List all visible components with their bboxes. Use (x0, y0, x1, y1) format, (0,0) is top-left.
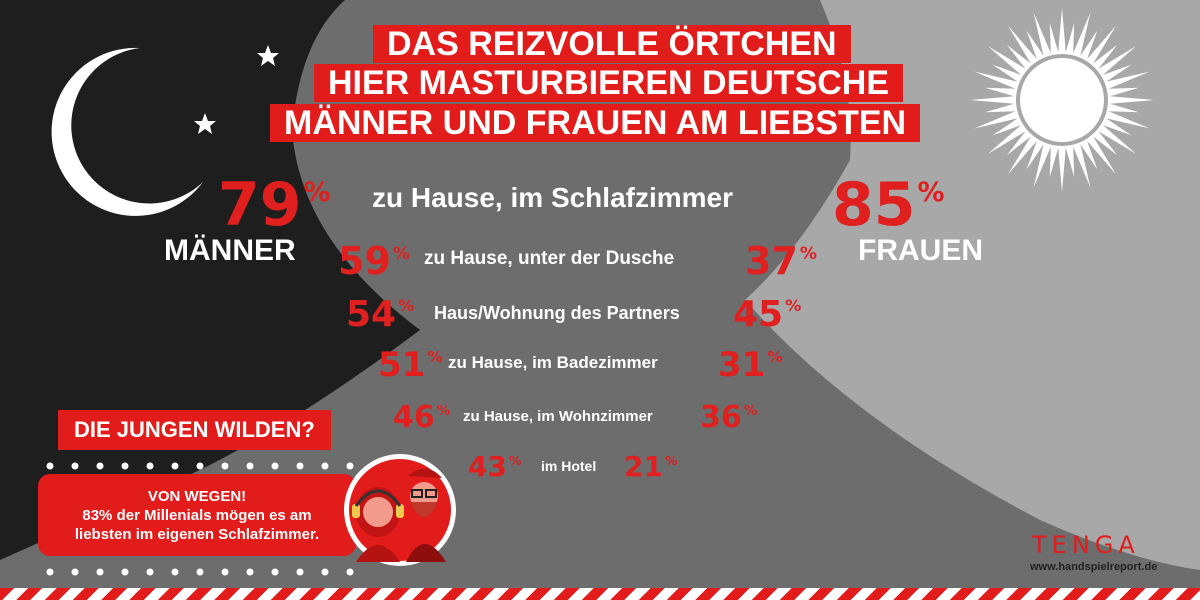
men-percent-row-2: 59% (338, 239, 411, 283)
brand-logo: TENGA (1032, 532, 1140, 558)
light-bulb (296, 568, 304, 576)
location-row-2: zu Hause, unter der Dusche (424, 248, 675, 269)
callout-line-2: 83% der Millenials mögen es am (82, 506, 312, 524)
svg-text:TENGA: TENGA (1032, 532, 1140, 558)
light-bulb-border (40, 462, 354, 576)
location-row-6: im Hotel (541, 458, 597, 474)
women-percent-row-1: 85% (832, 170, 945, 240)
light-bulb (346, 568, 354, 576)
light-bulb (246, 568, 254, 576)
callout-line-1: VON WEGEN! (147, 487, 247, 505)
light-bulb (71, 462, 79, 470)
light-bulb (96, 568, 104, 576)
women-percent-row-3: 45% (733, 294, 802, 335)
light-bulb (146, 462, 154, 470)
women-percent-row-5: 36% (700, 400, 758, 435)
women-percent-row-6: 21% (624, 450, 678, 483)
light-bulb (46, 462, 54, 470)
star-icon (194, 113, 216, 134)
callout-box: VON WEGEN! 83% der Millenials mögen es a… (38, 474, 356, 556)
light-bulb (196, 462, 204, 470)
light-bulb (196, 568, 204, 576)
women-percent-row-2: 37% (745, 239, 818, 283)
women-label: FRAUEN (858, 234, 983, 267)
men-label: MÄNNER (164, 234, 296, 267)
light-bulb (171, 462, 179, 470)
light-bulb (221, 568, 229, 576)
callout-line-3: liebsten im eigenen Schlafzimmer. (74, 525, 320, 543)
star-icon (257, 45, 279, 66)
headline-line-3: Männer und Frauen am liebsten (270, 104, 921, 142)
sun-icon (970, 8, 1154, 192)
light-bulb (96, 462, 104, 470)
light-bulb (146, 568, 154, 576)
women-percent-row-4: 31% (718, 345, 783, 385)
men-percent-row-3: 54% (346, 294, 415, 335)
men-percent-row-1: 79% (218, 170, 331, 240)
light-bulb (321, 568, 329, 576)
sun-core (1020, 58, 1104, 142)
light-bulb (71, 568, 79, 576)
location-row-4: zu Hause, im Badezimmer (448, 353, 658, 372)
light-bulb (221, 462, 229, 470)
couple-avatar-icon (344, 454, 456, 566)
website-url: www.handspielreport.de (1030, 561, 1158, 573)
men-percent-row-5: 46% (393, 400, 451, 435)
light-bulb (321, 462, 329, 470)
location-row-5: zu Hause, im Wohnzimmer (463, 408, 653, 425)
light-bulb (346, 462, 354, 470)
light-bulb (171, 568, 179, 576)
headline-line-1: Das reizvolle Örtchen (373, 25, 851, 63)
light-bulb (271, 462, 279, 470)
men-percent-row-6: 43% (468, 450, 522, 483)
light-bulb (121, 568, 129, 576)
callout-title: DIE JUNGEN WILDEN? (58, 410, 331, 450)
striped-border (0, 588, 1200, 600)
men-percent-row-4: 51% (378, 345, 443, 385)
light-bulb (271, 568, 279, 576)
light-bulb (46, 568, 54, 576)
headline-line-2: Hier masturbieren Deutsche (314, 64, 904, 102)
light-bulb (121, 462, 129, 470)
location-row-1: zu Hause, im Schlafzimmer (372, 182, 734, 213)
light-bulb (246, 462, 254, 470)
light-bulb (296, 462, 304, 470)
location-row-3: Haus/Wohnung des Partners (434, 303, 680, 323)
